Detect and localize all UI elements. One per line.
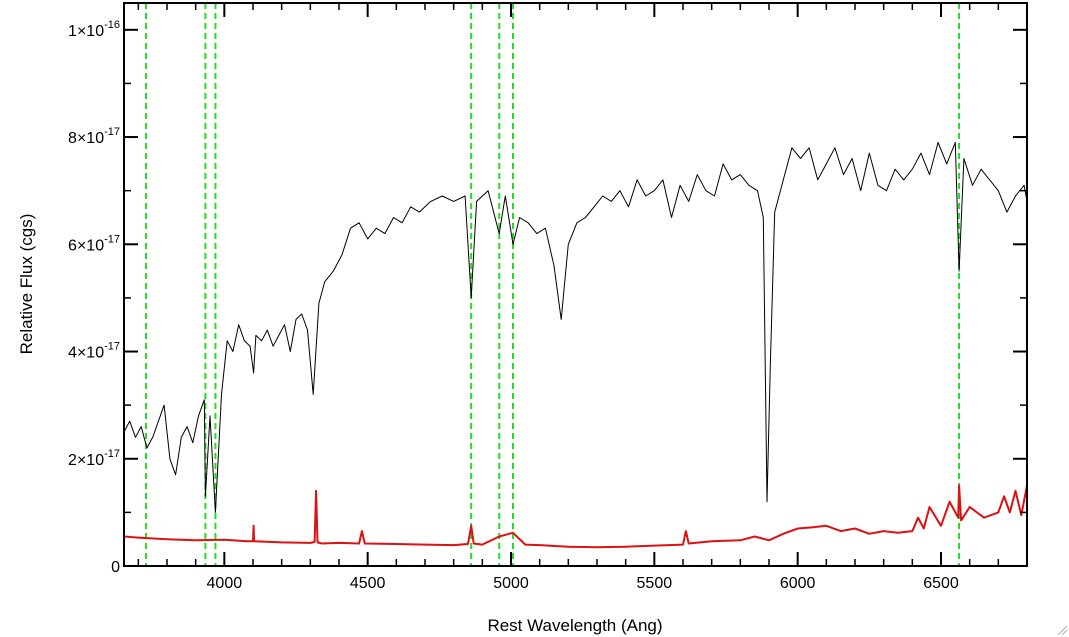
x-tick-label: 5000 [493,575,529,592]
spectrum-series-line [123,141,1028,513]
y-tick-label: 2×10-17 [68,448,120,469]
x-tick-label: 6000 [780,575,816,592]
x-tick-label: 4000 [207,575,243,592]
y-axis-label: Relative Flux (cgs) [17,214,36,355]
y-tick-label: 1×10-16 [68,19,120,40]
resize-grip-icon[interactable] [1057,625,1068,636]
x-tick-label: 6500 [923,575,959,592]
x-axis-ticks: 4000 4500 5000 5500 6000 6500 [137,3,1028,592]
model-series-line [123,484,1028,549]
y-tick-label: 4×10-17 [68,341,120,362]
y-tick-label: 0 [111,559,120,576]
reference-lines [145,3,961,566]
y-tick-label: 6×10-17 [68,233,120,254]
plot-frame [123,2,1028,567]
x-axis-label: Rest Wavelength (Ang) [487,616,662,635]
x-tick-label: 4500 [350,575,386,592]
y-tick-label: 8×10-17 [68,126,120,147]
x-tick-label: 5500 [637,575,673,592]
y-axis-ticks: 0 2×10-17 4×10-17 6×10-17 8×10-17 1×10-16 [68,19,1027,576]
series-layer [123,141,1028,549]
